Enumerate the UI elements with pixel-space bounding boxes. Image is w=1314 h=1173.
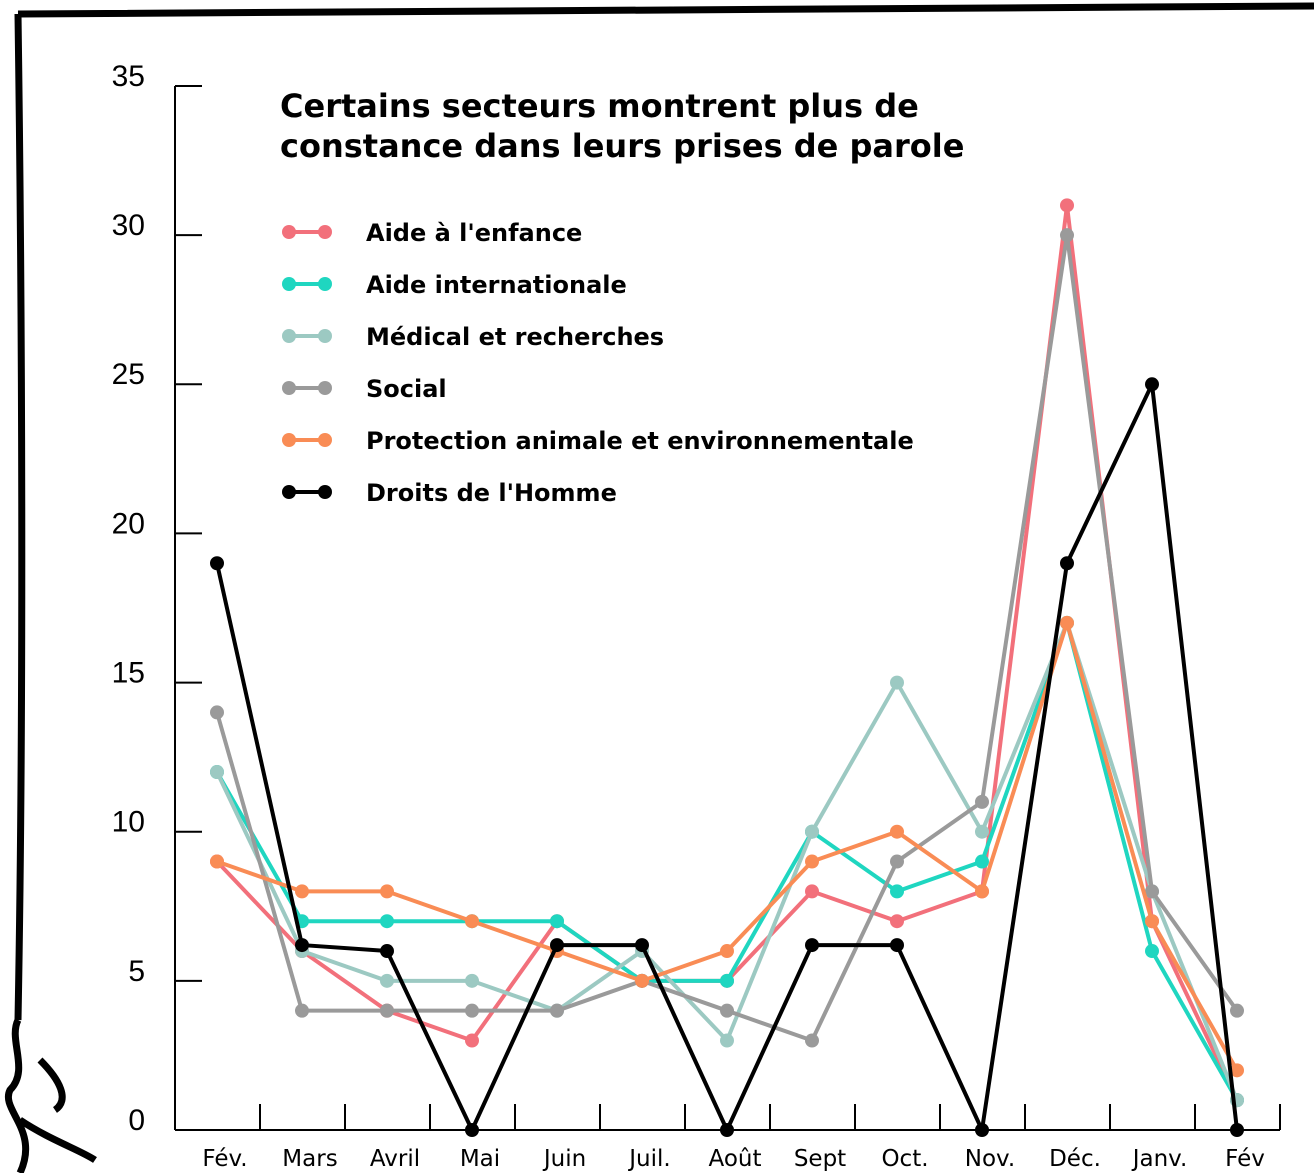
x-tick-label: Janv. (1131, 1146, 1188, 1172)
point (550, 938, 564, 953)
legend-label: Protection animale et environnementale (366, 427, 914, 455)
point (295, 884, 309, 899)
point (720, 944, 734, 959)
point (380, 914, 394, 929)
point (1060, 556, 1074, 571)
point (1060, 198, 1074, 213)
frame (4, 2, 1314, 1173)
point (1230, 1003, 1244, 1018)
point (210, 556, 224, 571)
point (975, 824, 989, 839)
point (805, 884, 819, 899)
point (210, 854, 224, 869)
x-tick-label: Mai (460, 1146, 500, 1172)
legend-label: Droits de l'Homme (366, 479, 617, 507)
legend-label: Aide à l'enfance (366, 219, 582, 247)
point (380, 973, 394, 988)
legend-dot (282, 433, 296, 447)
point (720, 1033, 734, 1048)
legend-dot (318, 381, 332, 395)
y-tick-label: 5 (128, 955, 145, 988)
point (295, 1003, 309, 1018)
point (465, 973, 479, 988)
legend-label: Social (366, 375, 447, 403)
chart-title: Certains secteurs montrent plus de const… (280, 87, 965, 165)
x-tick-label: Avril (370, 1146, 420, 1172)
x-tick-label: Août (709, 1146, 762, 1172)
point (890, 914, 904, 929)
point (380, 1003, 394, 1018)
point (1060, 228, 1074, 243)
legend-dot (282, 225, 296, 239)
point (1145, 884, 1159, 899)
y-tick-label: 15 (112, 656, 145, 689)
legend-dot (282, 381, 296, 395)
x-tick-label: Sept (794, 1146, 846, 1172)
legend-dot (282, 485, 296, 499)
legend-dot (318, 225, 332, 239)
legend-label: Aide internationale (366, 271, 627, 299)
point (975, 1123, 989, 1137)
point (635, 938, 649, 953)
point (805, 854, 819, 869)
legend-dot (282, 329, 296, 343)
legend-dot (318, 329, 332, 343)
point (890, 884, 904, 899)
point (975, 854, 989, 869)
x-tick-label: Juil. (627, 1146, 670, 1172)
x-tick-label: Oct. (881, 1146, 928, 1172)
x-tick-label: Mars (282, 1146, 337, 1172)
legend-dot (318, 433, 332, 447)
point (1230, 1063, 1244, 1078)
point (890, 938, 904, 953)
point (465, 914, 479, 929)
point (890, 675, 904, 690)
point (720, 1123, 734, 1137)
y-tick-label: 0 (128, 1104, 145, 1137)
point (975, 884, 989, 899)
point (805, 1033, 819, 1048)
point (1060, 615, 1074, 630)
point (1145, 914, 1159, 929)
legend-label: Médical et recherches (366, 323, 664, 351)
point (550, 914, 564, 929)
point (1230, 1123, 1244, 1137)
point (295, 938, 309, 953)
series-line (215, 620, 1239, 1102)
point (1145, 377, 1159, 392)
point (465, 1123, 479, 1137)
point (380, 944, 394, 959)
y-tick-label: 35 (112, 60, 145, 93)
x-tick-label: Fév (1225, 1146, 1265, 1172)
legend-dot (318, 485, 332, 499)
point (720, 973, 734, 988)
x-tick-label: Nov. (965, 1146, 1015, 1172)
point (210, 705, 224, 720)
point (720, 1003, 734, 1018)
point (805, 938, 819, 953)
point (635, 973, 649, 988)
x-tick-label: Déc. (1049, 1146, 1101, 1172)
point (550, 1003, 564, 1018)
y-tick-label: 20 (112, 507, 145, 540)
x-tick-label: Fév. (202, 1146, 247, 1172)
point (975, 794, 989, 809)
point (890, 824, 904, 839)
legend-dot (282, 277, 296, 291)
y-tick-label: 25 (112, 358, 145, 391)
point (380, 884, 394, 899)
point (805, 824, 819, 839)
y-tick-label: 30 (112, 209, 145, 242)
x-tick-label: Juin (542, 1146, 586, 1172)
legend-dot (318, 277, 332, 291)
point (465, 1003, 479, 1018)
point (1145, 944, 1159, 959)
point (465, 1033, 479, 1048)
point (210, 765, 224, 780)
point (890, 854, 904, 869)
y-tick-label: 10 (112, 806, 145, 839)
